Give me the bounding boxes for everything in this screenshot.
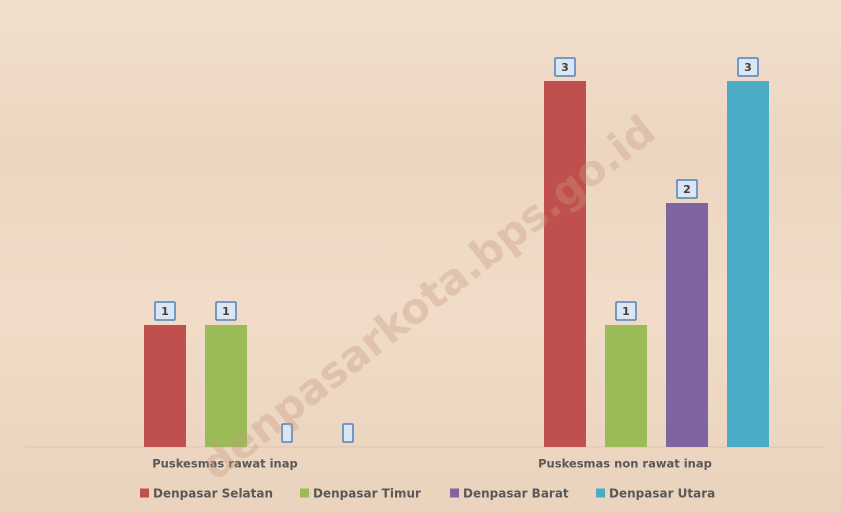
data-label: 3 xyxy=(561,61,569,74)
data-label-box xyxy=(554,57,576,77)
data-label-box xyxy=(281,423,293,443)
data-label-box xyxy=(676,179,698,199)
data-label-box xyxy=(737,57,759,77)
x-tick-label: Puskesmas rawat inap xyxy=(152,457,297,471)
legend-swatch xyxy=(596,488,605,498)
data-label: 1 xyxy=(222,305,230,318)
legend-swatch xyxy=(140,488,149,498)
bar xyxy=(666,203,708,447)
data-label-box xyxy=(215,301,237,321)
data-label-box xyxy=(154,301,176,321)
bar xyxy=(605,325,647,447)
bar xyxy=(727,81,769,447)
data-label: 1 xyxy=(622,305,630,318)
data-label: 2 xyxy=(683,183,691,196)
legend-swatch xyxy=(450,488,459,498)
data-label-box xyxy=(615,301,637,321)
legend-label: Denpasar Selatan xyxy=(153,487,273,501)
data-label-box xyxy=(342,423,354,443)
data-label: 1 xyxy=(161,305,169,318)
x-tick-label: Puskesmas non rawat inap xyxy=(538,457,712,471)
legend-label: Denpasar Timur xyxy=(313,487,421,501)
data-label: 3 xyxy=(744,61,752,74)
legend-label: Denpasar Utara xyxy=(609,487,715,501)
bar xyxy=(205,325,247,447)
bar xyxy=(144,325,186,447)
legend-swatch xyxy=(300,488,309,498)
bar xyxy=(544,81,586,447)
legend-label: Denpasar Barat xyxy=(463,487,569,501)
